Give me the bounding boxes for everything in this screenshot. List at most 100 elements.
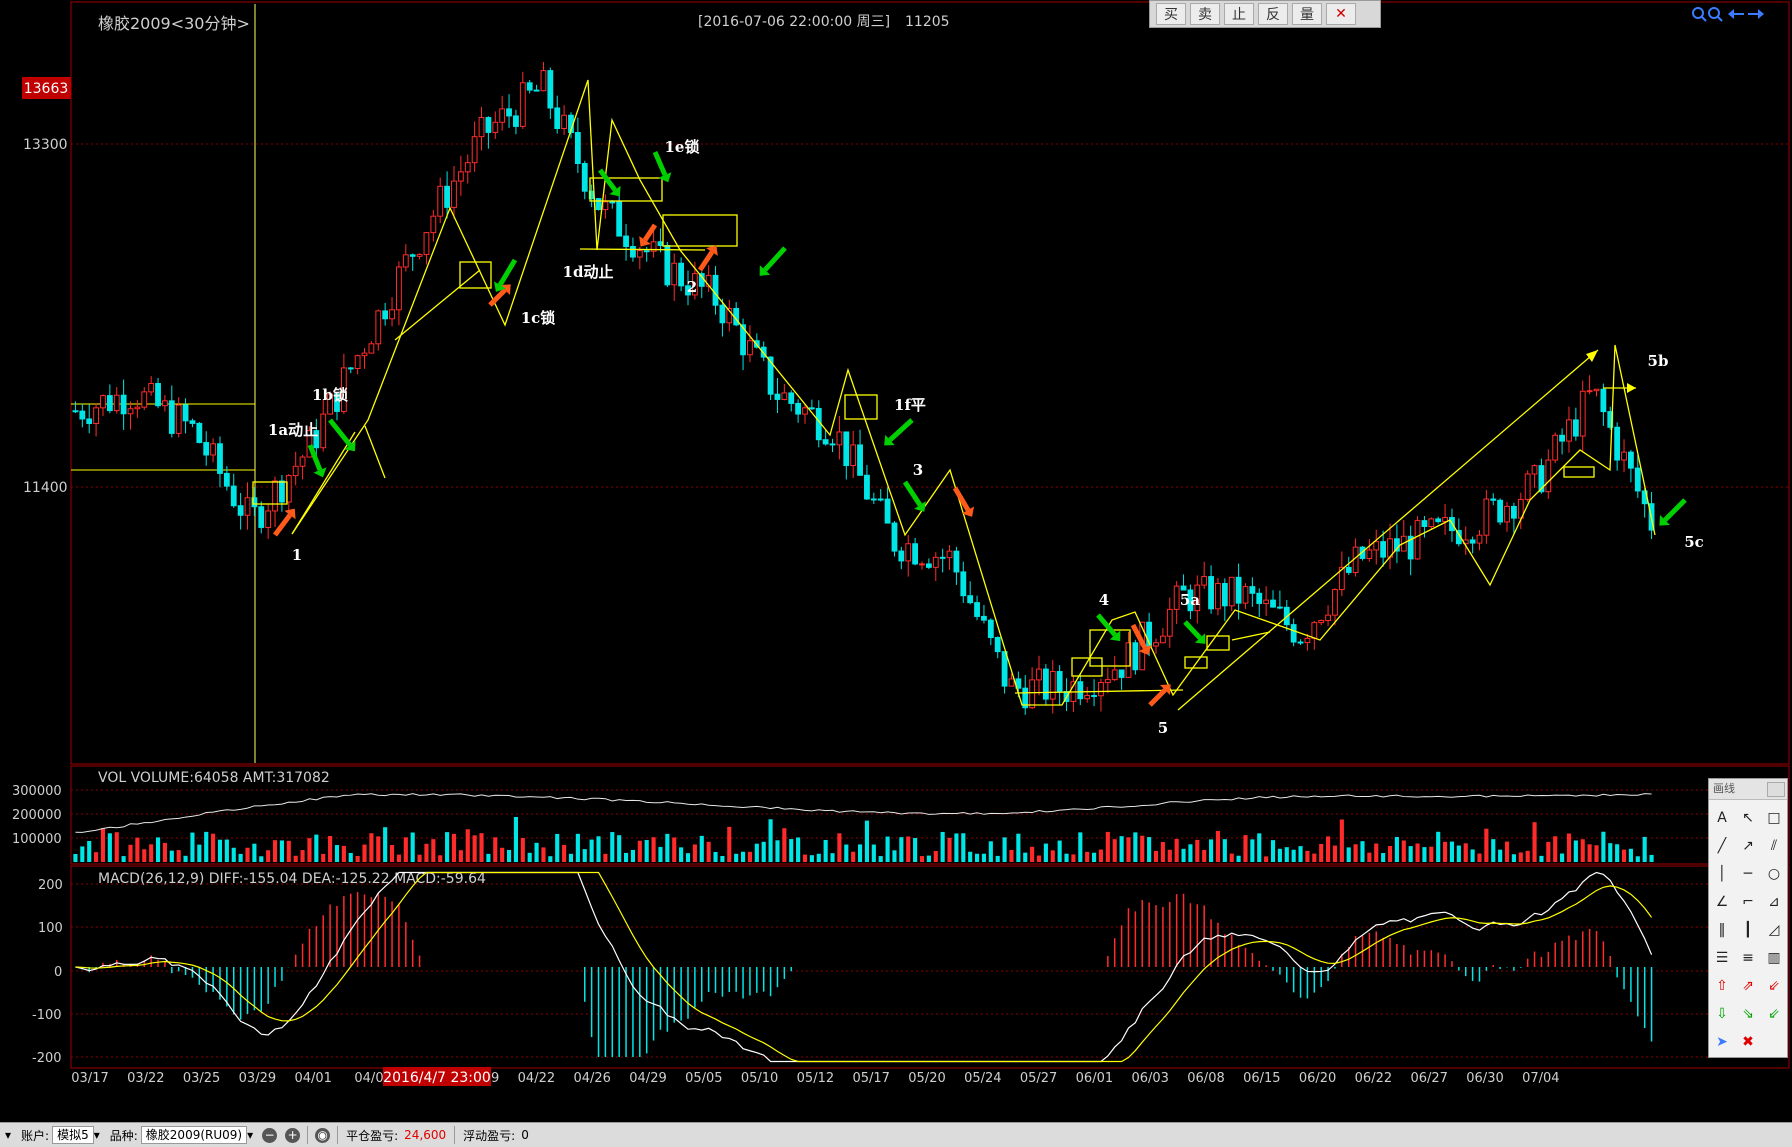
date-tick: 03/22 <box>127 1071 164 1086</box>
sell-arrow-head <box>493 281 507 292</box>
float-pnl-value: 0 <box>521 1128 529 1142</box>
candle-body <box>836 431 843 446</box>
volume-bar <box>637 840 642 862</box>
volume-bar <box>1270 840 1276 862</box>
volume-bar <box>775 840 780 862</box>
rectangle-icon[interactable]: □ <box>1767 810 1781 826</box>
candle-body <box>994 637 1001 653</box>
candle-body <box>981 615 987 621</box>
candle-body <box>691 273 698 296</box>
gann-icon[interactable]: ◿ <box>1768 922 1780 938</box>
chevron-down-icon[interactable]: ▾ <box>247 1128 254 1142</box>
volume-bar <box>424 843 429 862</box>
stop-button[interactable]: 止 <box>1224 3 1254 25</box>
candle-body <box>595 198 602 211</box>
horizontal-line-icon[interactable]: ─ <box>1743 866 1753 882</box>
volume-bar <box>341 845 346 862</box>
candle-body <box>719 304 726 324</box>
volume-bar <box>1415 843 1420 862</box>
buy-button[interactable]: 买 <box>1156 3 1186 25</box>
account-select[interactable]: 模拟5 <box>52 1126 94 1144</box>
down-left-green-arrow-icon[interactable]: ⇙ <box>1768 1006 1780 1022</box>
cursor-icon[interactable]: ➤ <box>1716 1034 1728 1050</box>
candle-body <box>767 356 774 395</box>
volume-bar <box>1195 839 1200 862</box>
candle-body <box>168 400 175 434</box>
status-menu-icon[interactable]: ▾ <box>5 1128 12 1142</box>
zoom-in-icon[interactable] <box>1692 7 1707 22</box>
candle-body <box>1325 614 1331 622</box>
down-left-arrow-icon[interactable]: ⇙ <box>1768 978 1780 994</box>
zoom-out-icon[interactable] <box>1708 7 1723 22</box>
candle-body <box>657 241 664 246</box>
volume-bar <box>1002 837 1007 862</box>
candle-body <box>685 285 691 296</box>
volume-bar <box>114 832 119 862</box>
panel-close-icon[interactable] <box>1767 782 1785 797</box>
chevron-down-icon[interactable]: ▾ <box>93 1128 100 1142</box>
arrow-pointer-icon[interactable]: ↖ <box>1742 810 1754 826</box>
instrument-title: 橡胶2009<30分钟> <box>98 14 250 33</box>
candle-body <box>760 346 767 358</box>
macd-tick-0: 0 <box>54 965 62 980</box>
ellipse-icon[interactable]: ○ <box>1767 866 1781 882</box>
volume-bar <box>1628 848 1633 862</box>
volume-bar <box>1587 844 1592 862</box>
candle-body <box>891 522 898 552</box>
cycle-lines-icon[interactable]: ‖ <box>1718 922 1726 938</box>
open-interest-line <box>75 793 1652 833</box>
bar-icon[interactable]: ▥ <box>1767 950 1781 966</box>
angle-icon[interactable]: ∠ <box>1715 894 1729 910</box>
close-icon[interactable]: ✕ <box>1326 3 1356 25</box>
volume-bar <box>149 844 154 862</box>
buy-arrow-icon <box>1148 688 1167 707</box>
candle-body <box>1208 576 1214 610</box>
down-arrow-icon[interactable]: ⇩ <box>1716 1006 1728 1022</box>
date-tick: 05/24 <box>964 1071 1001 1086</box>
angle-alt-icon[interactable]: ⌐ <box>1742 894 1754 910</box>
parallel-lines-icon[interactable]: ⫽ <box>1770 838 1778 854</box>
channel-icon[interactable]: ☰ <box>1715 950 1729 966</box>
candle-body <box>382 310 389 320</box>
volume-bar <box>665 833 670 862</box>
reverse-button[interactable]: 反 <box>1258 3 1288 25</box>
date-tick: 05/17 <box>852 1071 889 1086</box>
symbol-select[interactable]: 橡胶2009(RU09) <box>140 1126 248 1144</box>
plus-icon[interactable]: + <box>285 1127 301 1143</box>
down-right-arrow-icon[interactable]: ⇘ <box>1742 1006 1754 1022</box>
vertical-line-icon[interactable]: │ <box>1717 866 1727 882</box>
candle-body <box>1311 622 1318 639</box>
volume-bar <box>1339 819 1344 862</box>
price-panel-frame <box>70 1 1790 765</box>
volume-bar <box>995 855 1000 862</box>
delete-icon[interactable]: ✖ <box>1742 1034 1754 1050</box>
line-icon[interactable]: ╱ <box>1717 838 1727 854</box>
candle-body <box>561 114 568 129</box>
channel-alt-icon[interactable]: ≡ <box>1742 950 1754 966</box>
candle-body <box>740 324 746 356</box>
candle-body <box>368 343 375 354</box>
glasses-icon[interactable]: ◉ <box>315 1127 331 1143</box>
up-arrow-icon[interactable]: ⇧ <box>1716 978 1728 994</box>
arrow-left-icon[interactable] <box>1728 9 1744 19</box>
text-tool-icon[interactable]: A <box>1717 810 1727 826</box>
ray-icon[interactable]: ↗ <box>1742 838 1754 854</box>
candle-body <box>1242 586 1249 604</box>
fan-icon[interactable]: ⊿ <box>1768 894 1780 910</box>
volume-bar <box>1092 852 1097 862</box>
minus-icon[interactable]: − <box>262 1127 278 1143</box>
buy-arrow-icon <box>952 486 971 512</box>
quantity-button[interactable]: 量 <box>1292 3 1322 25</box>
vol-tick-300000: 300000 <box>12 784 62 799</box>
macd-tick-100: 100 <box>38 921 63 936</box>
candle-body <box>864 474 870 500</box>
sell-button[interactable]: 卖 <box>1190 3 1220 25</box>
volume-bar <box>300 850 305 862</box>
arrow-right-icon[interactable] <box>1748 9 1764 19</box>
candle-body <box>189 420 196 424</box>
fibonacci-time-icon[interactable]: ┃ <box>1743 922 1753 938</box>
volume-bar <box>204 831 209 862</box>
volume-bar <box>1215 830 1221 862</box>
up-right-arrow-icon[interactable]: ⇗ <box>1742 978 1754 994</box>
